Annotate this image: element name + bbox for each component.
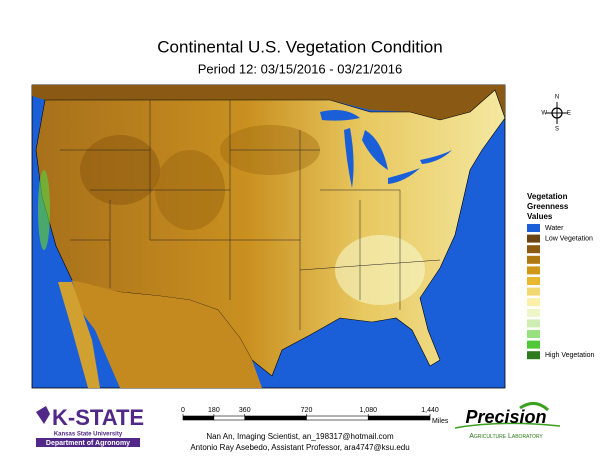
scale-segment (367, 415, 431, 421)
scale-label: 360 (239, 407, 251, 414)
legend-swatch (527, 308, 540, 317)
legend-swatch (527, 351, 540, 360)
kstate-wildcat (36, 406, 50, 424)
legend-title: Values (527, 212, 553, 221)
legend-swatch (527, 298, 540, 307)
baja-land (58, 282, 100, 388)
legend-swatch (527, 266, 540, 275)
compass: N E S W (541, 95, 571, 133)
legend-label: Water (545, 225, 564, 232)
kstate-department: Department of Agronomy (46, 440, 130, 447)
high-veg-area (38, 170, 50, 250)
compass-e: E (567, 111, 571, 117)
kstate-logo: K-STATE Kansas State University Departme… (36, 405, 144, 447)
legend-swatch (527, 319, 540, 328)
scale-label: 180 (208, 407, 220, 414)
scale-segment (306, 415, 369, 421)
legend-swatch (527, 340, 540, 349)
scale-label: 720 (301, 407, 313, 414)
legend-swatch (527, 224, 540, 232)
kstate-name: K-STATE (52, 405, 144, 430)
scale-bar: 0 180 360 720 1,080 1,440 Miles (181, 407, 449, 425)
scale-segment (213, 415, 246, 421)
precision-swoosh (454, 422, 561, 429)
compass-arms (546, 102, 568, 124)
scale-label: 1,080 (359, 407, 377, 414)
legend-label: High Vegetation (545, 352, 595, 359)
legend-swatch (527, 277, 540, 285)
precision-name: Precision (465, 407, 546, 427)
legend-swatch (527, 234, 540, 243)
high-veg-area (335, 235, 425, 305)
scale-label: 1,440 (421, 407, 439, 414)
title: Continental U.S. Vegetation Condition (157, 37, 442, 56)
precision-lab: Agriculture Laboratory (469, 433, 543, 440)
compass-s: S (555, 127, 559, 133)
credit: Nan An, Imaging Scientist, an_198317@hot… (206, 432, 394, 441)
legend: Vegetation Greenness Values Water Low Veg… (527, 192, 595, 360)
map (31, 84, 506, 389)
scale-segment (182, 415, 215, 421)
scale-label: 0 (181, 407, 185, 414)
credit: Antonio Ray Asebedo, Assistant Professor… (190, 443, 409, 452)
precision-logo: Precision Agriculture Laboratory (454, 402, 561, 440)
legend-title: Vegetation (527, 192, 568, 201)
canada-land (32, 85, 505, 120)
scale-segment (244, 415, 307, 421)
legend-swatch (527, 245, 540, 254)
legend-swatch (527, 330, 540, 338)
kstate-band (36, 438, 140, 447)
legend-swatch (527, 287, 540, 296)
legend-swatch (527, 255, 540, 264)
mexico-land (72, 280, 262, 388)
low-veg-area (80, 135, 160, 205)
great-lakes (320, 110, 452, 188)
legend-label: Low Vegetation (545, 235, 593, 242)
legend-title: Greenness (527, 202, 569, 211)
precision-leaf (519, 402, 550, 412)
compass-w: W (541, 111, 547, 117)
compass-n: N (555, 95, 559, 101)
kstate-university: Kansas State University (54, 432, 123, 438)
state-lines (60, 100, 441, 330)
scale-unit: Miles (432, 418, 449, 425)
subtitle: Period 12: 03/15/2016 - 03/21/2016 (198, 61, 403, 76)
